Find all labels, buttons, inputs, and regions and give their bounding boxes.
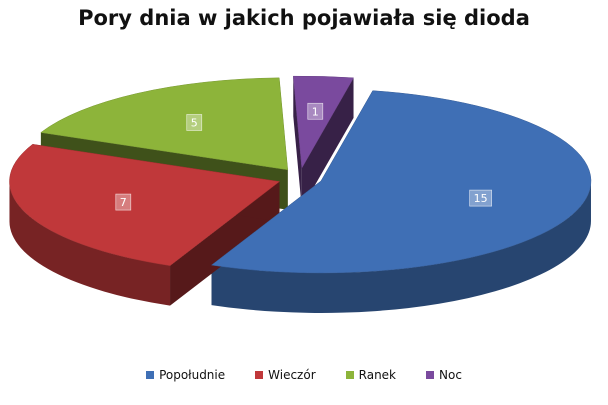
legend-label: Popołudnie (159, 368, 226, 382)
slice-outer-side (9, 181, 171, 306)
legend-swatch (426, 371, 435, 379)
legend-item-wieczór: Wieczór (255, 368, 316, 382)
legend-swatch (255, 371, 264, 379)
data-label-ranek: 5 (191, 116, 198, 129)
data-label-box (186, 114, 203, 131)
legend-label: Ranek (358, 368, 397, 382)
data-label-box (469, 189, 493, 207)
slice-side-3 (293, 76, 354, 209)
data-label-wieczór: 7 (120, 196, 127, 209)
legend-label: Wieczór (268, 368, 316, 382)
legend-label: Noc (439, 368, 462, 382)
legend-item-ranek: Ranek (345, 368, 397, 382)
data-label-noc: 1 (312, 105, 319, 118)
legend-item-noc: Noc (426, 368, 462, 382)
pie-chart: 15 7 5 1 (9, 75, 592, 313)
legend-swatch (146, 371, 155, 379)
slice-wall (293, 76, 302, 209)
data-label-box (307, 102, 324, 120)
slice-wieczór (9, 144, 281, 266)
slice-tops (9, 75, 592, 274)
legend-swatch (345, 371, 354, 379)
slice-outer-side (211, 180, 591, 313)
slice-noc (293, 75, 354, 169)
data-labels: 15 7 5 1 (115, 102, 493, 211)
legend-item-popołudnie: Popołudnie (146, 368, 225, 382)
chart-title: Pory dnia w jakich pojawiała się dioda (78, 6, 530, 30)
slice-popołudnie (210, 90, 592, 274)
data-label-popołudnie: 15 (474, 192, 488, 205)
slice-wall (301, 77, 354, 209)
legend: Popołudnie Wieczór Ranek Noc (0, 368, 608, 382)
slice-ranek (40, 77, 288, 171)
data-label-box (115, 193, 132, 211)
